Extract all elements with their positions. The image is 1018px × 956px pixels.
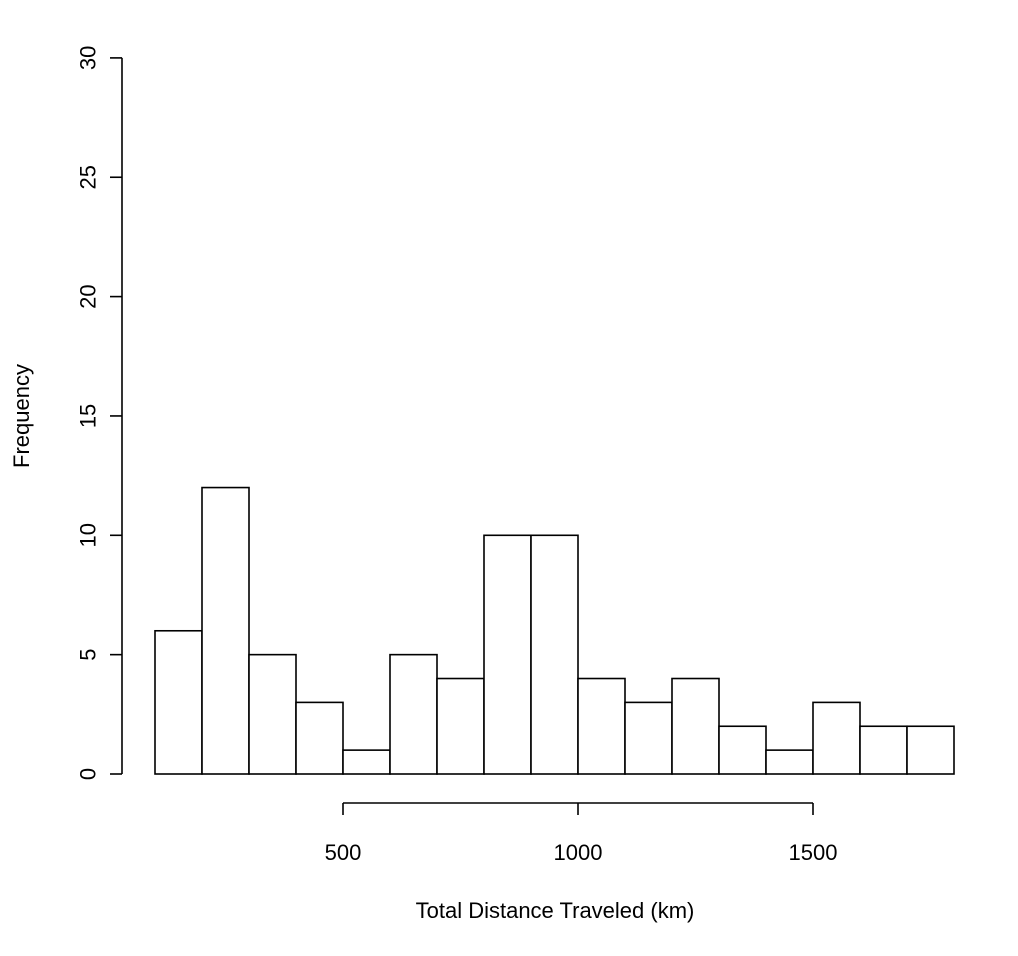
x-axis-title: Total Distance Traveled (km) xyxy=(416,898,695,923)
histogram-bar xyxy=(436,677,485,775)
histogram-bar xyxy=(201,486,250,775)
histogram-bar xyxy=(812,701,861,775)
histogram-bar xyxy=(718,725,767,775)
histogram-bar xyxy=(530,534,579,775)
histogram-bar xyxy=(765,749,814,775)
histogram-bar xyxy=(624,701,673,775)
x-tick-label: 1500 xyxy=(789,840,838,865)
histogram-bar xyxy=(671,677,720,775)
x-tick-label: 500 xyxy=(325,840,362,865)
bars-group xyxy=(154,486,955,775)
histogram-bar xyxy=(154,629,203,775)
x-axis: 500 1000 1500 xyxy=(325,802,838,865)
y-axis: 0 5 10 15 20 25 30 xyxy=(76,46,123,780)
histogram-bar xyxy=(577,677,626,775)
y-tick-label: 0 xyxy=(76,768,101,780)
histogram-bar xyxy=(906,725,955,775)
y-tick-label: 30 xyxy=(76,46,101,70)
histogram-bar xyxy=(483,534,532,775)
y-axis-title: Frequency xyxy=(9,364,34,468)
y-tick-label: 10 xyxy=(76,523,101,547)
histogram-bar xyxy=(342,749,391,775)
y-tick-label: 25 xyxy=(76,165,101,189)
histogram-bar xyxy=(859,725,908,775)
histogram-bar xyxy=(248,653,297,775)
histogram-bar xyxy=(295,701,344,775)
x-tick-label: 1000 xyxy=(554,840,603,865)
y-tick-label: 5 xyxy=(76,649,101,661)
y-tick-label: 15 xyxy=(76,404,101,428)
histogram-bar xyxy=(389,653,438,775)
y-tick-label: 20 xyxy=(76,284,101,308)
